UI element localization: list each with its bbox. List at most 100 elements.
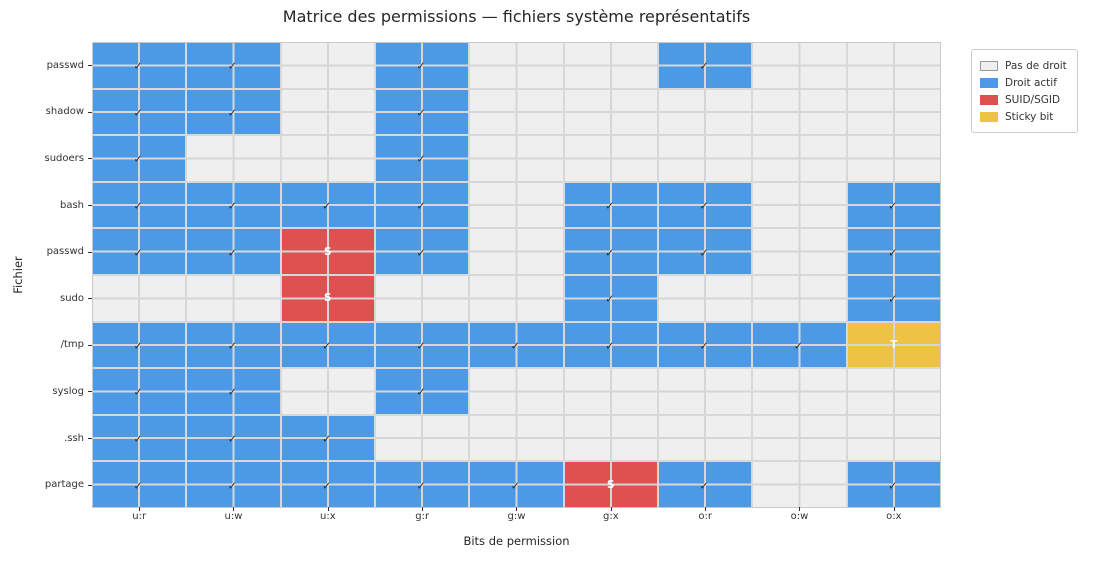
heatmap-cell-/tmp-u:r: ✓: [93, 322, 186, 368]
check-mark: ✓: [699, 479, 709, 493]
check-mark: ✓: [793, 339, 803, 353]
heatmap-cell-/tmp-o:r: ✓: [659, 322, 752, 368]
heatmap-cell-passwd-o:w: [753, 43, 846, 88]
heatmap-cell-sudoers-o:x: [847, 136, 940, 181]
check-mark: ✓: [133, 479, 143, 493]
heatmap-cell-passwd-u:x: S: [281, 229, 374, 274]
legend-item: Pas de droit: [980, 57, 1067, 74]
legend-label: Pas de droit: [1005, 59, 1067, 72]
x-tick-label: u:w: [186, 507, 280, 527]
heatmap-cell-sudo-g:r: [376, 275, 469, 321]
x-tick-labels: u:r u:w u:x g:r g:w g:x o:r o:w o:x: [92, 507, 941, 527]
check-mark: ✓: [227, 479, 237, 493]
check-mark: ✓: [133, 199, 143, 213]
heatmap-cell-shadow-o:w: [753, 89, 846, 135]
check-mark: ✓: [605, 339, 615, 353]
heatmap-cell-passwd-u:w: ✓: [187, 229, 280, 274]
check-mark: ✓: [416, 106, 426, 120]
heatmap-cell-sudo-o:x: ✓: [847, 275, 940, 321]
heatmap-cell-syslog-o:w: [753, 369, 846, 414]
y-tick-label: sudo: [0, 275, 92, 322]
y-tick-label: partage: [0, 461, 92, 508]
check-mark: ✓: [888, 199, 898, 213]
heatmap-cell-sudo-u:r: [93, 275, 186, 321]
heatmap-cell-sudo-g:x: ✓: [564, 275, 657, 321]
y-tick-label: passwd: [0, 228, 92, 275]
heatmap-cell-syslog-u:r: ✓: [93, 369, 186, 414]
y-tick-label: passwd: [0, 42, 92, 89]
legend-label: SUID/SGID: [1005, 93, 1061, 106]
heatmap-cell-sudoers-u:r: ✓: [93, 136, 186, 181]
heatmap-cell-bash-o:r: ✓: [659, 182, 752, 228]
check-mark: ✓: [605, 246, 615, 260]
check-mark: ✓: [510, 479, 520, 493]
heatmap-cell-passwd-u:r: ✓: [93, 43, 186, 88]
heatmap-cell-.ssh-o:x: [847, 415, 940, 461]
check-mark: ✓: [416, 385, 426, 399]
heatmap-cell-.ssh-g:w: [470, 415, 563, 461]
legend-label: Droit actif: [1005, 76, 1057, 89]
heatmap-cell-shadow-u:x: [281, 89, 374, 135]
heatmap-cell-syslog-o:r: [659, 369, 752, 414]
heatmap-cell-partage-g:w: ✓: [470, 462, 563, 507]
check-mark: ✓: [133, 339, 143, 353]
check-mark: ✓: [416, 479, 426, 493]
check-mark: ✓: [227, 199, 237, 213]
bit-letter-mark: T: [890, 338, 898, 351]
heatmap-cell-passwd-o:w: [753, 229, 846, 274]
heatmap-cell-bash-u:x: ✓: [281, 182, 374, 228]
check-mark: ✓: [888, 479, 898, 493]
heatmap-cell-shadow-u:w: ✓: [187, 89, 280, 135]
heatmap-cell-sudo-u:w: [187, 275, 280, 321]
heatmap-cell-syslog-g:x: [564, 369, 657, 414]
bit-letter-mark: S: [324, 292, 332, 305]
x-tick-label: g:w: [469, 507, 563, 527]
heatmap-cell-syslog-u:w: ✓: [187, 369, 280, 414]
check-mark: ✓: [133, 385, 143, 399]
check-mark: ✓: [227, 59, 237, 73]
x-tick-label: g:x: [564, 507, 658, 527]
check-mark: ✓: [416, 59, 426, 73]
heatmap-cell-sudo-u:x: S: [281, 275, 374, 321]
check-mark: ✓: [888, 292, 898, 306]
heatmap-cell-partage-u:r: ✓: [93, 462, 186, 507]
x-tick-label: g:r: [375, 507, 469, 527]
x-tick-label: u:x: [281, 507, 375, 527]
heatmap-cell-bash-u:r: ✓: [93, 182, 186, 228]
check-mark: ✓: [416, 246, 426, 260]
legend-item: Droit actif: [980, 74, 1067, 91]
heatmap-cell-/tmp-u:w: ✓: [187, 322, 280, 368]
heatmap-cell-passwd-u:r: ✓: [93, 229, 186, 274]
check-mark: ✓: [699, 59, 709, 73]
x-tick-label: u:r: [92, 507, 186, 527]
heatmap-cell-/tmp-o:w: ✓: [753, 322, 846, 368]
heatmap-cell-shadow-g:x: [564, 89, 657, 135]
legend-swatch: [980, 60, 998, 71]
heatmap-cell-shadow-o:x: [847, 89, 940, 135]
heatmap-cell-passwd-g:r: ✓: [376, 43, 469, 88]
heatmap-cell-.ssh-g:r: [376, 415, 469, 461]
legend-swatch: [980, 111, 998, 122]
check-mark: ✓: [888, 246, 898, 260]
heatmap-cell-syslog-o:x: [847, 369, 940, 414]
heatmap-cell-shadow-g:w: [470, 89, 563, 135]
heatmap-cell-bash-g:r: ✓: [376, 182, 469, 228]
legend-swatch: [980, 94, 998, 105]
heatmap-cell-passwd-g:w: [470, 229, 563, 274]
check-mark: ✓: [416, 199, 426, 213]
legend-swatch: [980, 77, 998, 88]
y-tick-label: shadow: [0, 89, 92, 136]
heatmap-cell-shadow-o:r: [659, 89, 752, 135]
legend-item: SUID/SGID: [980, 91, 1067, 108]
x-tick-label: o:w: [752, 507, 846, 527]
check-mark: ✓: [133, 246, 143, 260]
check-mark: ✓: [699, 246, 709, 260]
heatmap-cell-/tmp-u:x: ✓: [281, 322, 374, 368]
heatmap-cell-sudoers-o:r: [659, 136, 752, 181]
heatmap-cell-passwd-o:x: [847, 43, 940, 88]
heatmap-cell-passwd-g:w: [470, 43, 563, 88]
y-tick-label: /tmp: [0, 322, 92, 369]
check-mark: ✓: [133, 59, 143, 73]
y-tick-label: syslog: [0, 368, 92, 415]
heatmap-cell-bash-g:x: ✓: [564, 182, 657, 228]
